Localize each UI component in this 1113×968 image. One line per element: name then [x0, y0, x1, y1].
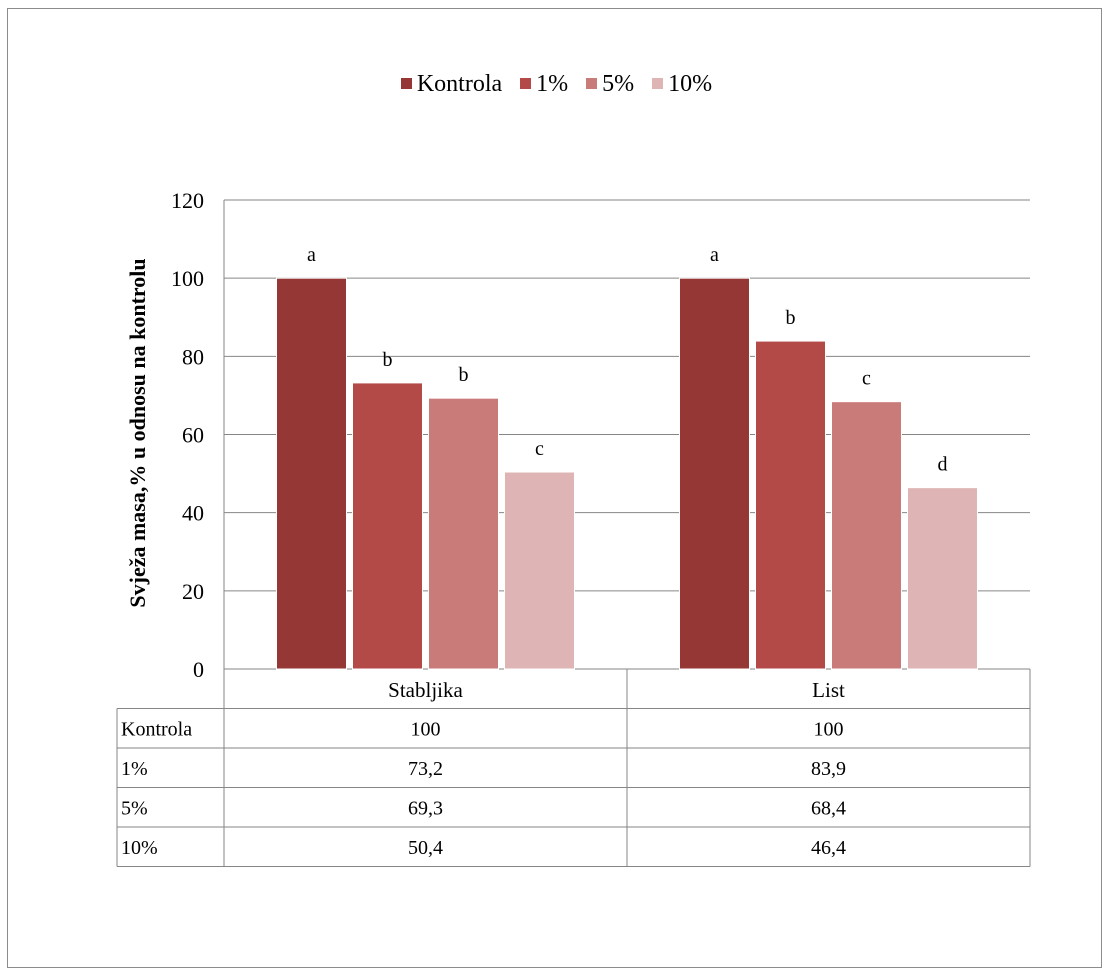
table-cell: 46,4 [811, 837, 846, 859]
legend-item-5pct: 5% [586, 71, 634, 98]
legend-label: 1% [536, 70, 569, 97]
bar-2-1 [831, 401, 902, 670]
legend-label: 5% [602, 70, 635, 97]
legend-item-1pct: 1% [520, 71, 568, 98]
bar-annotation: c [862, 368, 871, 390]
table-row-label: Kontrola [121, 719, 192, 741]
bar-1-0 [352, 382, 423, 670]
bar-annotation: d [938, 454, 948, 476]
table-row-label: 5% [121, 798, 148, 820]
bar-1-1 [755, 340, 826, 670]
legend-item-10pct: 10% [652, 71, 712, 98]
legend-swatch [400, 77, 412, 89]
table-cell: 100 [411, 719, 441, 741]
bar-annotation: b [459, 364, 469, 386]
table-cell: 100 [814, 719, 844, 741]
table-cell: 73,2 [408, 758, 443, 780]
bar-annotation: b [383, 349, 393, 371]
bar-annotation: c [535, 438, 544, 460]
category-label: List [812, 678, 845, 702]
table-cell: 50,4 [408, 837, 443, 859]
bar-annotation: a [710, 244, 719, 266]
y-tick-label: 40 [182, 501, 204, 526]
bar-0-0 [276, 277, 347, 670]
table-row-label: 10% [121, 837, 158, 859]
y-tick-label: 60 [182, 423, 204, 448]
table-cell: 69,3 [408, 798, 443, 820]
bar-annotation: a [307, 244, 316, 266]
y-tick-label: 100 [171, 266, 204, 291]
legend-label: 10% [668, 70, 713, 97]
table-cell: 83,9 [811, 758, 846, 780]
legend-label: Kontrola [416, 70, 503, 97]
y-tick-label: 20 [182, 579, 204, 604]
legend-item-kontrola: Kontrola [400, 70, 503, 98]
legend-swatch [652, 77, 664, 89]
table-row-label: 1% [121, 758, 148, 780]
bar-3-1 [907, 487, 978, 670]
legend-swatch [586, 77, 598, 89]
category-label: Stabljika [388, 678, 463, 702]
legend: Kontrola 1% 5% 10% [0, 70, 1113, 98]
bar-2-0 [428, 397, 499, 670]
legend-swatch [520, 77, 532, 89]
y-tick-label: 80 [182, 344, 204, 369]
bar-3-0 [504, 471, 575, 670]
table-cell: 68,4 [811, 798, 846, 820]
bar-annotation: b [786, 307, 796, 329]
y-tick-label: 0 [193, 657, 204, 682]
y-tick-label: 120 [171, 188, 204, 213]
bar-0-1 [679, 277, 750, 670]
